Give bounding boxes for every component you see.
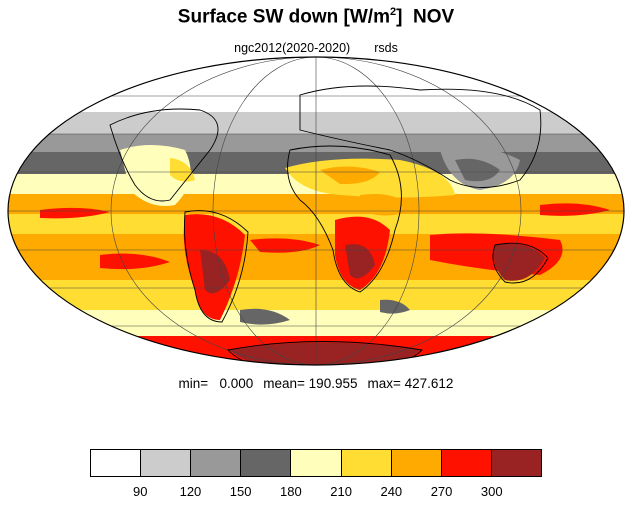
colorbar-tick-label: 300: [480, 484, 503, 499]
mean-value: 190.955: [308, 376, 358, 391]
colorbar-box: [341, 450, 392, 476]
run-label: ngc2012(2020-2020): [234, 41, 351, 55]
colorbar-box: [241, 450, 292, 476]
variable-label: rsds: [374, 41, 398, 55]
map-subtitle: ngc2012(2020-2020) rsds: [0, 41, 632, 55]
colorbar-tick-label: 90: [132, 484, 148, 499]
field-statistics: min= 0.000 mean= 190.955 max= 427.612: [0, 376, 632, 391]
min-value: 0.000: [219, 376, 254, 391]
max-label: max=: [367, 376, 401, 391]
min-label: min=: [178, 376, 209, 391]
colorbar-box: [191, 450, 242, 476]
colorbar-box: [291, 450, 342, 476]
colorbar-box: [391, 450, 442, 476]
colorbar: [90, 449, 542, 477]
colorbar-tick-label: 210: [330, 484, 352, 499]
max-value: 427.612: [404, 376, 454, 391]
colorbar-tick-label: 240: [380, 484, 403, 499]
map-frame: [7, 56, 625, 366]
colorbar-box: [441, 450, 492, 476]
colorbar-ticks: 90 120 150 180 210 240 270 300: [90, 484, 542, 500]
colorbar-tick-label: 150: [229, 484, 252, 499]
mean-label: mean=: [263, 376, 305, 391]
map-title: Surface SW down [W/m2] NOV: [177, 6, 455, 28]
colorbar-tick-label: 180: [280, 484, 302, 499]
colorbar-tick-label: 120: [179, 484, 202, 499]
colorbar-box: [141, 450, 192, 476]
colorbar-box: [491, 450, 541, 476]
colorbar-tick-label: 270: [430, 484, 453, 499]
colorbar-box: [91, 450, 142, 476]
mollweide-map: [7, 56, 625, 366]
